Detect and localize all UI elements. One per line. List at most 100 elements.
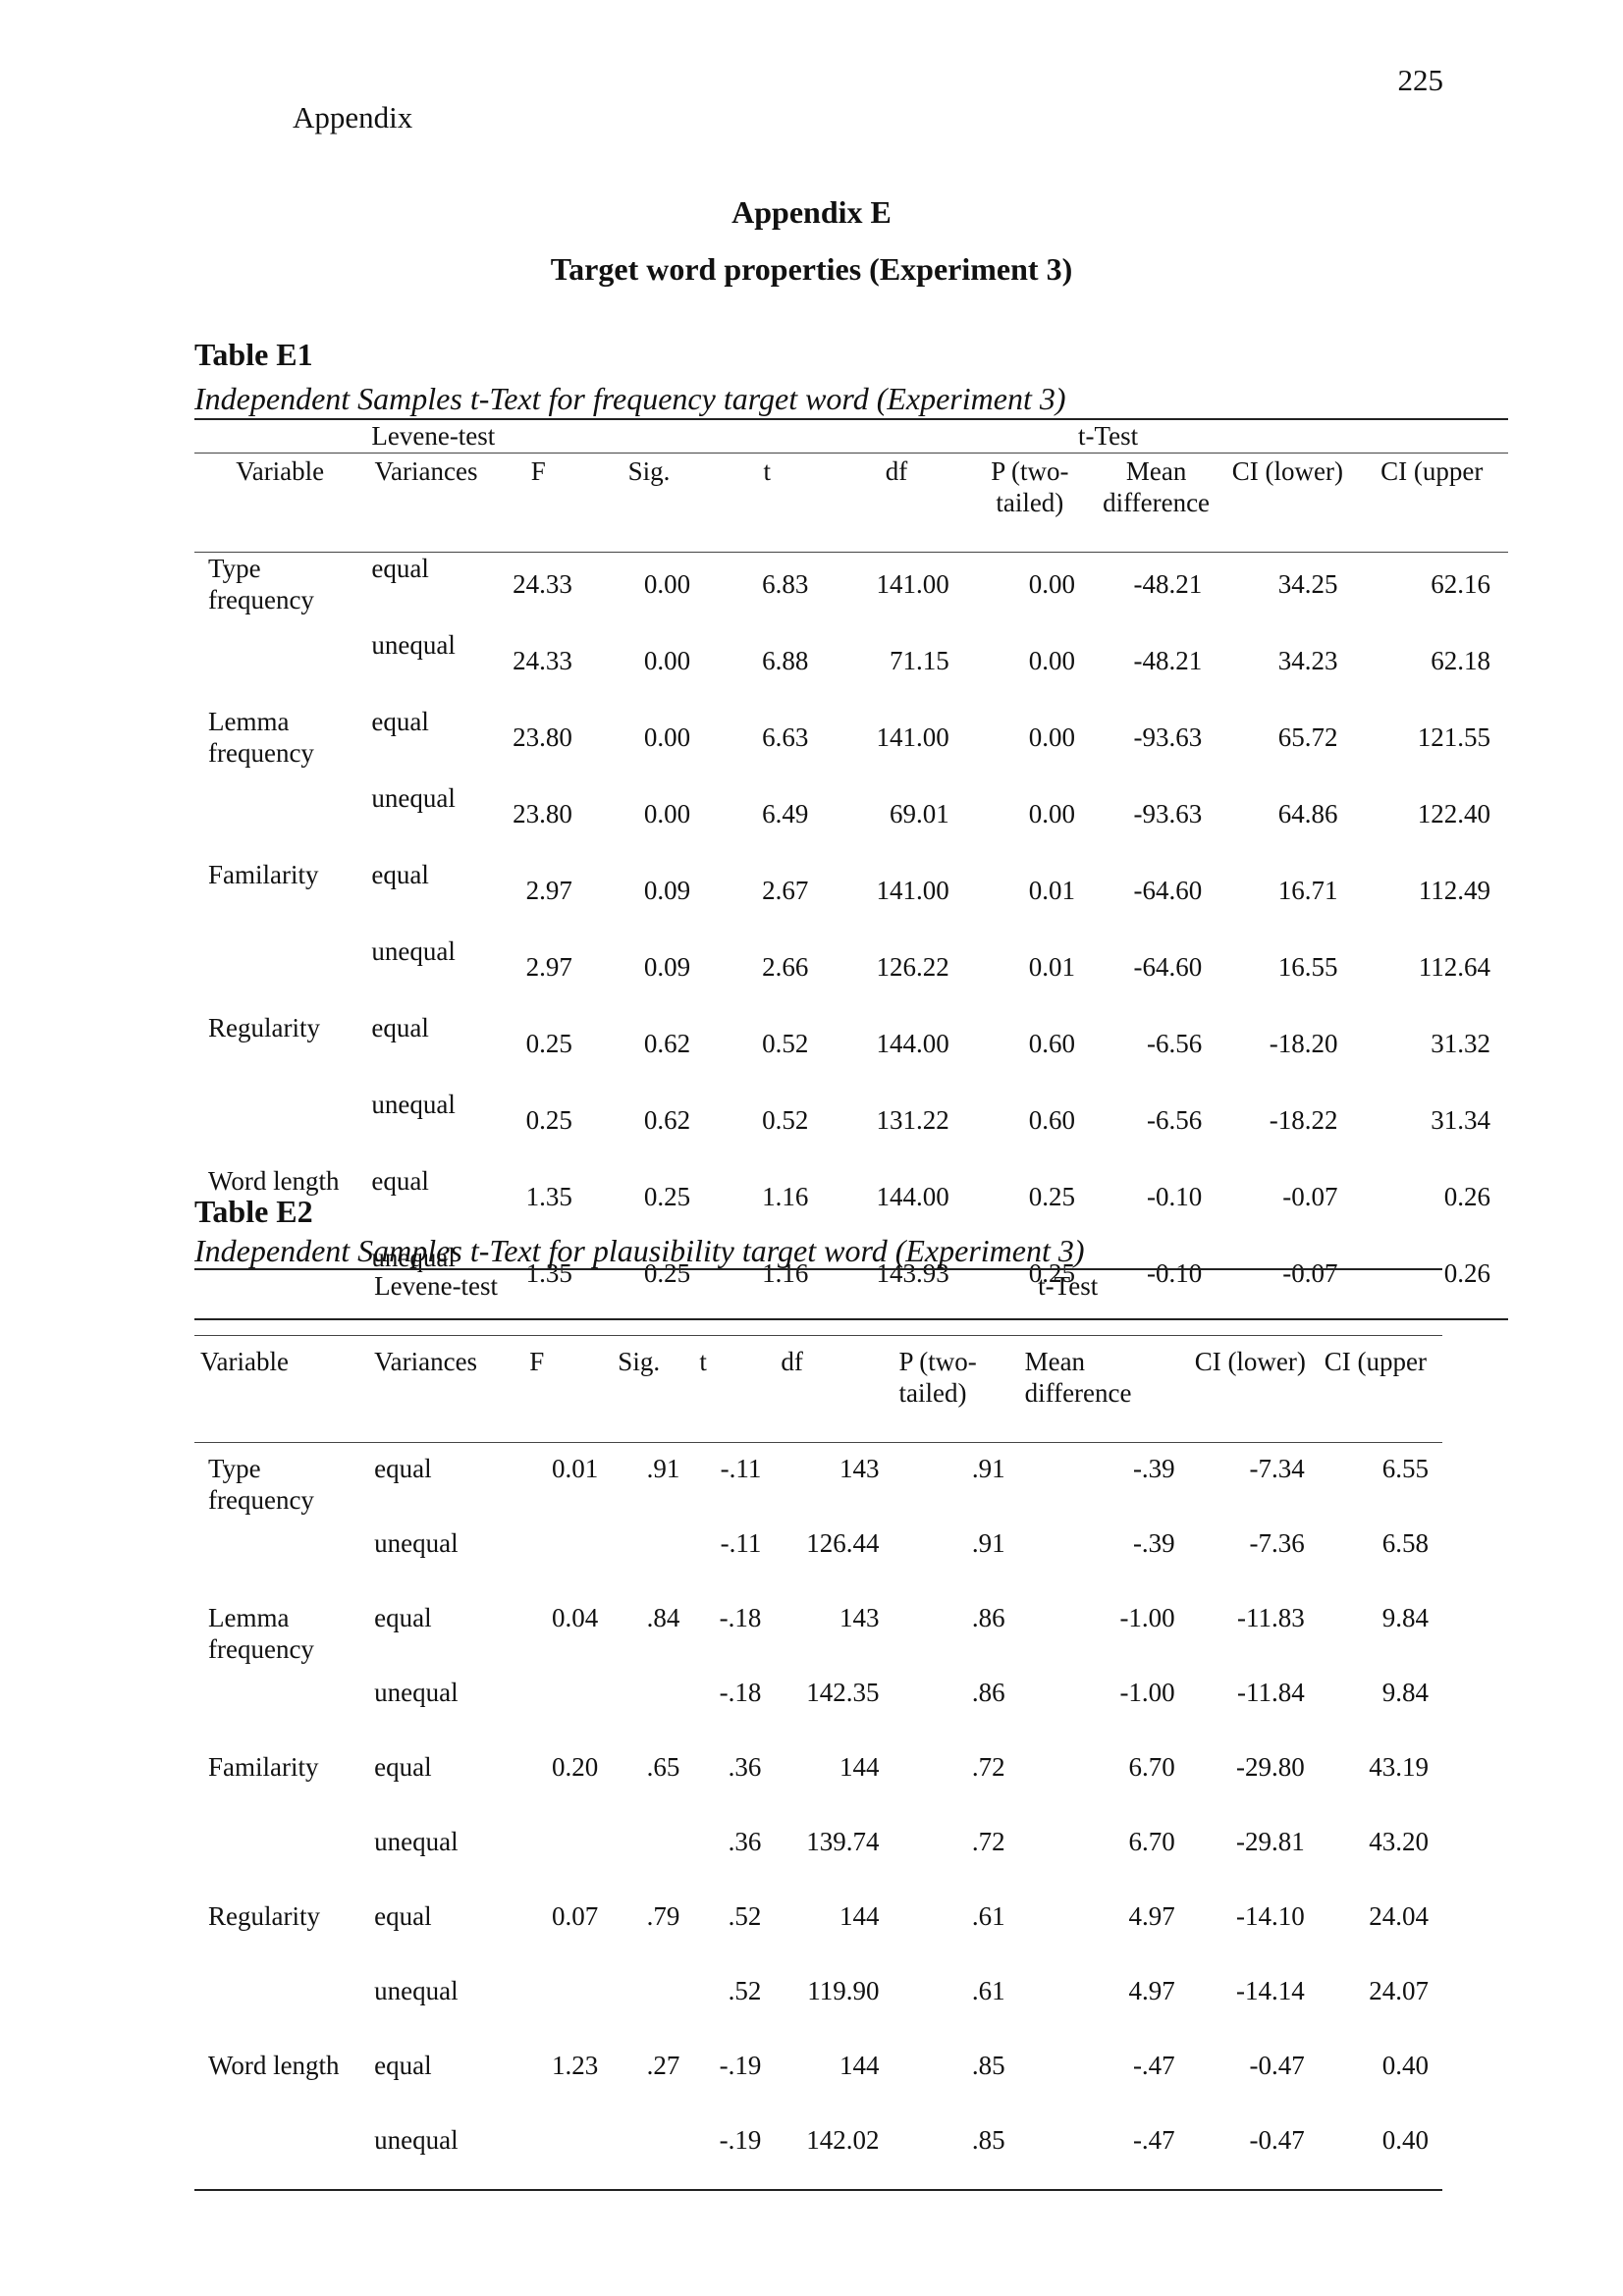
value-cell: 0.00 [1028,646,1075,675]
group-header: t-Test [708,418,1508,454]
cell [612,2114,694,2191]
table-label: Table E2 [194,1194,313,1229]
value-cell: .85 [971,2051,1005,2080]
value-cell: .91 [971,1528,1005,1558]
subtitle: Target word properties (Experiment 3) [550,251,1073,287]
value-cell: -1.00 [1119,1603,1175,1632]
table-row: unequal 0.25 0.62 0.52 131.22 0.60 -6.56 -18.22… [194,1089,1508,1165]
value-cell: 144 [839,2051,880,2080]
value-cell: 119.90 [807,1976,880,2005]
value-cell: 1.23 [552,2051,599,2080]
cell [523,1965,612,2040]
group-header: t-Test [693,1268,1442,1336]
value-cell: 0.52 [762,1105,809,1135]
value-cell: .65 [646,1752,680,1782]
value-cell: 0.00 [643,722,691,752]
table: Levene-test t-Test Variable Variances F Sig. t… [194,1268,1442,2191]
value-cell: 0.04 [552,1603,599,1632]
cell [194,782,365,859]
value-cell: .52 [728,1976,762,2005]
value-cell: -6.56 [1146,1105,1203,1135]
value-cell: -48.21 [1133,646,1203,675]
variable-cell: Regularity [208,1901,320,1931]
cell [523,1667,612,1741]
value-cell: 112.49 [1418,876,1490,905]
variances-cell: unequal [368,2114,524,2191]
value-cell: 34.25 [1219,552,1356,629]
variances-cell: unequal [371,630,456,660]
variances-cell: equal [374,1603,432,1632]
group-header: Levene-test [365,418,709,454]
value-cell: -0.07 [1282,1182,1338,1211]
table-row: unequal 24.33 0.00 6.88 71.15 0.00 -48.21 34.23… [194,629,1508,706]
variances-cell: equal [374,1752,432,1782]
value-cell: 62.16 [1355,552,1508,629]
value-cell: 0.00 [966,552,1093,629]
column-header-row: Variable Variances F Sig. t df P (two-tailed) M… [194,453,1508,553]
value-cell: 144 [839,1752,880,1782]
table-label: Table E1 [194,337,313,372]
value-cell: 0.00 [589,552,709,629]
title: Appendix E [731,194,892,230]
variances-cell: equal [365,552,487,629]
value-cell: -.19 [719,2051,762,2080]
value-cell: -.19 [693,2114,776,2191]
running-head: Appendix [293,100,413,134]
value-cell: -7.36 [1249,1528,1305,1558]
value-cell: 6.55 [1318,1442,1442,1518]
value-cell: 6.88 [762,646,809,675]
value-cell: 0.25 [525,1105,572,1135]
value-cell: 141.00 [876,876,949,905]
variable-cell: Lemma frequency [208,1603,314,1664]
cell [194,418,366,454]
variable-cell: Word length [208,2051,340,2080]
value-cell: .36 [728,1827,762,1856]
value-cell: 6.58 [1381,1528,1429,1558]
value-cell: 144.00 [876,1029,949,1058]
value-cell: 0.62 [643,1029,691,1058]
value-cell: 23.80 [513,722,572,752]
table-row: Regularity equal 0.25 0.62 0.52 144.00 0.60 -6.… [194,1012,1508,1089]
value-cell: 0.01 [523,1442,613,1518]
value-cell: .36 [728,1752,762,1782]
variable-cell: Regularity [208,1013,320,1042]
value-cell: 2.66 [762,952,809,982]
cell [194,629,365,706]
value-cell: 0.01 [1028,876,1075,905]
table-row: Word length equal 1.35 0.25 1.16 144.00 0.25 -0… [194,1165,1508,1242]
table-row: unequal -.19 142.02.85 -.47 -0.47 0.40 [194,2114,1442,2191]
table-row: Type frequency equal 0.01.91 -.11 143.91 -.39… [194,1442,1442,1518]
value-cell: 24.33 [513,646,572,675]
column-header: P (two-tailed) [966,453,1093,553]
cell [612,1965,693,2040]
group-header-row: Levene-test t-Test [194,1268,1442,1336]
value-cell: 143 [775,1442,893,1518]
value-cell: 0.40 [1318,2114,1442,2191]
value-cell: -64.60 [1133,952,1203,982]
column-header: Sig. [612,1335,694,1443]
value-cell: 1.16 [762,1182,809,1211]
value-cell: 0.00 [1028,799,1075,828]
variances-cell: equal [371,1013,429,1042]
value-cell: .91 [893,1442,1019,1518]
value-cell: 62.18 [1431,646,1490,675]
value-cell: -.11 [693,1442,776,1518]
value-cell: .72 [971,1827,1005,1856]
variances-cell: unequal [371,783,456,813]
value-cell: 9.84 [1381,1603,1429,1632]
value-cell: 6.70 [1128,1752,1175,1782]
column-header: CI (lower) [1219,453,1356,553]
value-cell: -64.60 [1133,876,1203,905]
value-cell: 142.35 [806,1678,880,1707]
value-cell: -.39 [1132,1528,1175,1558]
variances-cell: equal [368,1442,524,1518]
value-cell: .85 [893,2114,1019,2191]
table-row: Type frequency equal 24.33 0.00 6.83 141.00 0.… [194,552,1508,629]
value-cell: 143 [839,1603,880,1632]
value-cell: 16.71 [1277,876,1338,905]
value-cell: 24.04 [1369,1901,1429,1931]
value-cell: -48.21 [1092,552,1220,629]
table-row: Lemma frequency equal 0.04 .84 -.18 143 .86 -1.… [194,1592,1442,1667]
value-cell: -29.81 [1236,1827,1305,1856]
